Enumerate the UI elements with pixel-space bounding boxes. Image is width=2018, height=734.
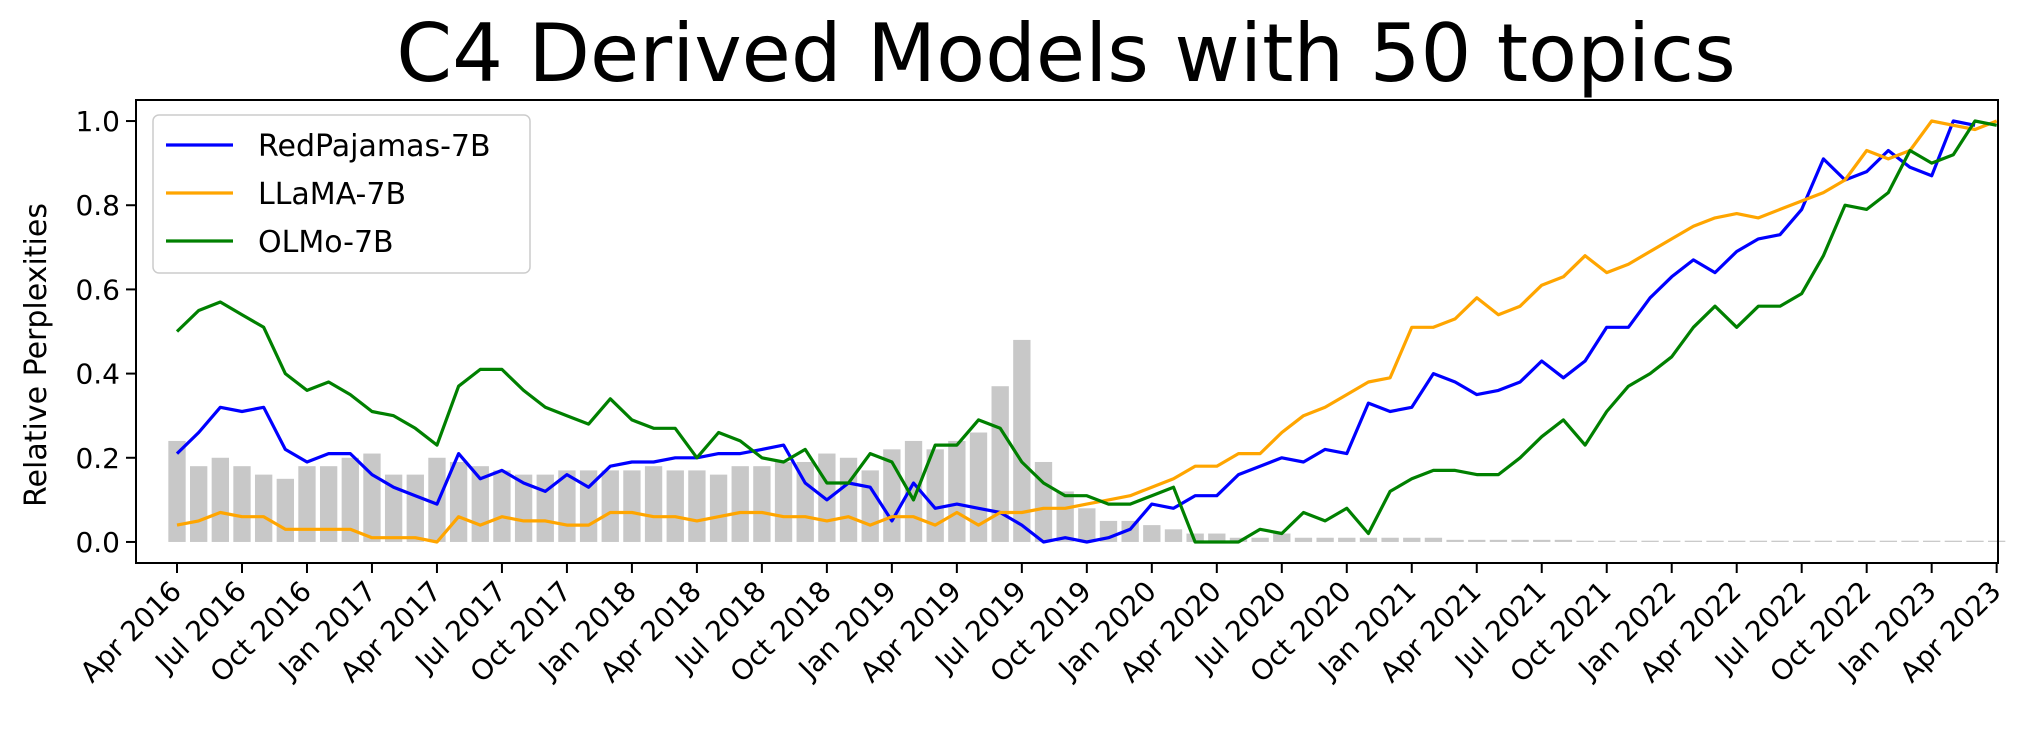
bar [493, 470, 511, 542]
bar [1359, 537, 1378, 542]
bar [753, 466, 771, 542]
bar [1381, 537, 1399, 542]
bar [1728, 540, 1746, 542]
series-line-redpajamas-7b [175, 119, 1976, 544]
bar [1663, 540, 1681, 542]
bar [428, 457, 446, 542]
bar [948, 440, 966, 542]
bar [1208, 533, 1226, 542]
bar [644, 466, 663, 542]
bar [1793, 540, 1811, 542]
bar [1013, 339, 1031, 542]
bar [254, 474, 273, 542]
bar [384, 474, 403, 542]
bar [818, 453, 836, 542]
bar [1944, 540, 1962, 542]
bar [1858, 540, 1876, 542]
bar [1598, 540, 1616, 542]
legend-label: OLMo-7B [258, 225, 394, 260]
bar [1901, 540, 1919, 542]
bar [1316, 537, 1334, 542]
bar [1186, 533, 1204, 542]
bar [1533, 539, 1551, 542]
bar [1619, 540, 1638, 542]
bar [190, 466, 208, 542]
bar [168, 440, 186, 542]
bar [774, 461, 793, 542]
bar [514, 474, 533, 542]
lines-layer [175, 119, 1998, 544]
bar [211, 457, 229, 542]
y-tick-label: 0.6 [75, 273, 120, 306]
bar [536, 474, 554, 542]
bar [298, 466, 316, 542]
bar [233, 466, 251, 542]
bar [449, 461, 468, 542]
chart-title: C4 Derived Models with 50 topics [396, 7, 1736, 100]
bar [1576, 540, 1594, 542]
bar [1749, 540, 1768, 542]
bar [1164, 529, 1183, 542]
bar [276, 478, 294, 542]
bar [666, 470, 684, 542]
y-tick-label: 0.0 [75, 526, 120, 559]
bar [709, 474, 728, 542]
bar [1468, 539, 1486, 542]
bar [1078, 508, 1096, 542]
legend-label: LLaMA-7B [258, 177, 406, 212]
bar [1294, 537, 1313, 542]
bar [1229, 537, 1248, 542]
bar [1251, 537, 1269, 542]
bars-layer [168, 339, 2006, 542]
bar [1706, 540, 1724, 542]
y-tick-label: 0.8 [75, 189, 120, 222]
bar [796, 461, 814, 542]
bar [1923, 540, 1941, 542]
bar [1511, 539, 1529, 542]
bar [1554, 539, 1573, 542]
bar [1988, 540, 2006, 542]
y-axis: 0.0 0.2 0.4 0.6 0.8 1.0 [75, 105, 136, 559]
bar [341, 457, 359, 542]
y-tick-label: 1.0 [75, 105, 120, 138]
bar [1424, 537, 1443, 542]
bar [839, 457, 858, 542]
y-tick-label: 0.4 [75, 358, 120, 391]
legend: RedPajamas-7B LLaMA-7B OLMo-7B [152, 114, 531, 274]
bar [1403, 537, 1421, 542]
bar [861, 470, 879, 542]
bar [601, 470, 619, 542]
bar [319, 466, 338, 542]
bar [1684, 540, 1703, 542]
bar [1641, 540, 1659, 542]
bar [1034, 461, 1053, 542]
plot-frame [135, 99, 1999, 564]
bar [1446, 539, 1464, 542]
series-line-llama-7b [176, 119, 1998, 544]
bar [1966, 540, 1984, 542]
bar [1143, 525, 1161, 542]
bar [1771, 540, 1789, 542]
y-tick-label: 0.2 [75, 442, 120, 475]
bar [991, 386, 1009, 542]
bar [623, 470, 641, 542]
bar [1814, 540, 1833, 542]
bar [1879, 540, 1898, 542]
bar [406, 474, 424, 542]
y-axis-label: Relative Perplexities [19, 203, 54, 507]
bar [1338, 537, 1356, 542]
legend-box [152, 114, 531, 274]
bar [1273, 533, 1291, 542]
bar [926, 449, 944, 542]
bar [688, 470, 706, 542]
bar [1056, 491, 1074, 542]
bar [1489, 539, 1508, 542]
bar [969, 432, 988, 542]
bar [731, 466, 749, 542]
legend-label: RedPajamas-7B [258, 129, 491, 164]
bar [1836, 540, 1854, 542]
series-line-olmo-7b [175, 119, 1998, 544]
